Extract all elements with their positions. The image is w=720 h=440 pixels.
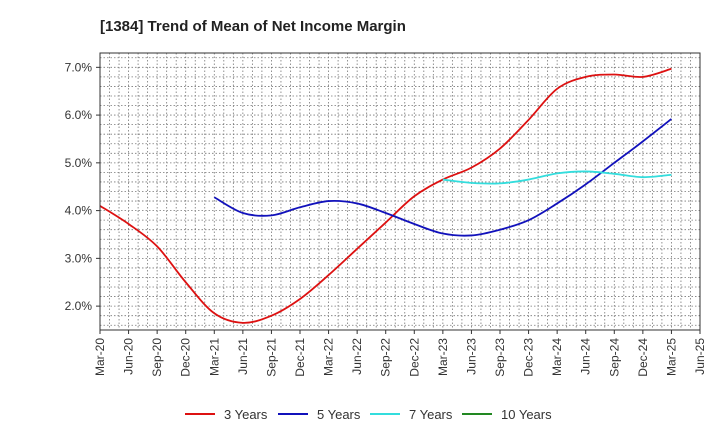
x-tick-label: Mar-21 xyxy=(207,338,221,376)
plot-background xyxy=(100,53,700,330)
x-tick-label: Dec-22 xyxy=(407,338,421,377)
series-layer xyxy=(99,67,672,324)
x-tick-label: Dec-24 xyxy=(636,338,650,377)
x-tick-label: Sep-23 xyxy=(493,338,507,377)
x-tick-label: Dec-21 xyxy=(293,338,307,377)
y-tick-label: 5.0% xyxy=(65,156,93,170)
legend: 3 Years 5 Years 7 Years 10 Years xyxy=(185,407,552,422)
x-tick-label: Jun-23 xyxy=(464,338,478,375)
y-tick-label: 7.0% xyxy=(65,60,93,74)
x-tick-label: Jun-21 xyxy=(236,338,250,375)
x-tick-label: Mar-25 xyxy=(664,338,678,376)
legend-label: 7 Years xyxy=(409,407,453,422)
x-tick-label: Jun-22 xyxy=(350,338,364,375)
x-tick-label: Jun-24 xyxy=(579,338,593,375)
chart-title: [1384] Trend of Mean of Net Income Margi… xyxy=(100,18,406,35)
y-tick-label: 4.0% xyxy=(65,204,93,218)
legend-label: 10 Years xyxy=(501,407,552,422)
x-tick-label: Jun-20 xyxy=(122,338,136,375)
x-tick-label: Mar-20 xyxy=(93,338,107,376)
series-line-2 xyxy=(213,118,672,237)
x-tick-label: Sep-24 xyxy=(607,338,621,377)
series-line-1 xyxy=(99,67,672,324)
y-tick-label: 3.0% xyxy=(65,251,93,265)
x-tick-label: Sep-21 xyxy=(264,338,278,377)
x-tick-label: Mar-24 xyxy=(550,338,564,376)
x-tick-label: Sep-20 xyxy=(150,338,164,377)
y-tick-label: 2.0% xyxy=(65,299,93,313)
legend-label: 5 Years xyxy=(317,407,361,422)
grid-layer xyxy=(100,53,700,330)
plot-frame xyxy=(99,52,701,331)
x-tick-label: Dec-20 xyxy=(179,338,193,377)
series-line-3 xyxy=(442,170,672,185)
x-tick-label: Dec-23 xyxy=(522,338,536,377)
x-tick-label: Mar-23 xyxy=(436,338,450,376)
y-tick-label: 6.0% xyxy=(65,108,93,122)
x-tick-label: Sep-22 xyxy=(379,338,393,377)
y-axis: 2.0% 3.0% 4.0% 5.0% 6.0% 7.0% xyxy=(65,60,100,313)
x-tick-label: Jun-25 xyxy=(693,338,707,375)
legend-label: 3 Years xyxy=(224,407,268,422)
x-axis: Mar-20 Jun-20 Sep-20 Dec-20 Mar-21 Jun-21 Sep-… xyxy=(93,330,707,377)
x-tick-label: Mar-22 xyxy=(322,338,336,376)
